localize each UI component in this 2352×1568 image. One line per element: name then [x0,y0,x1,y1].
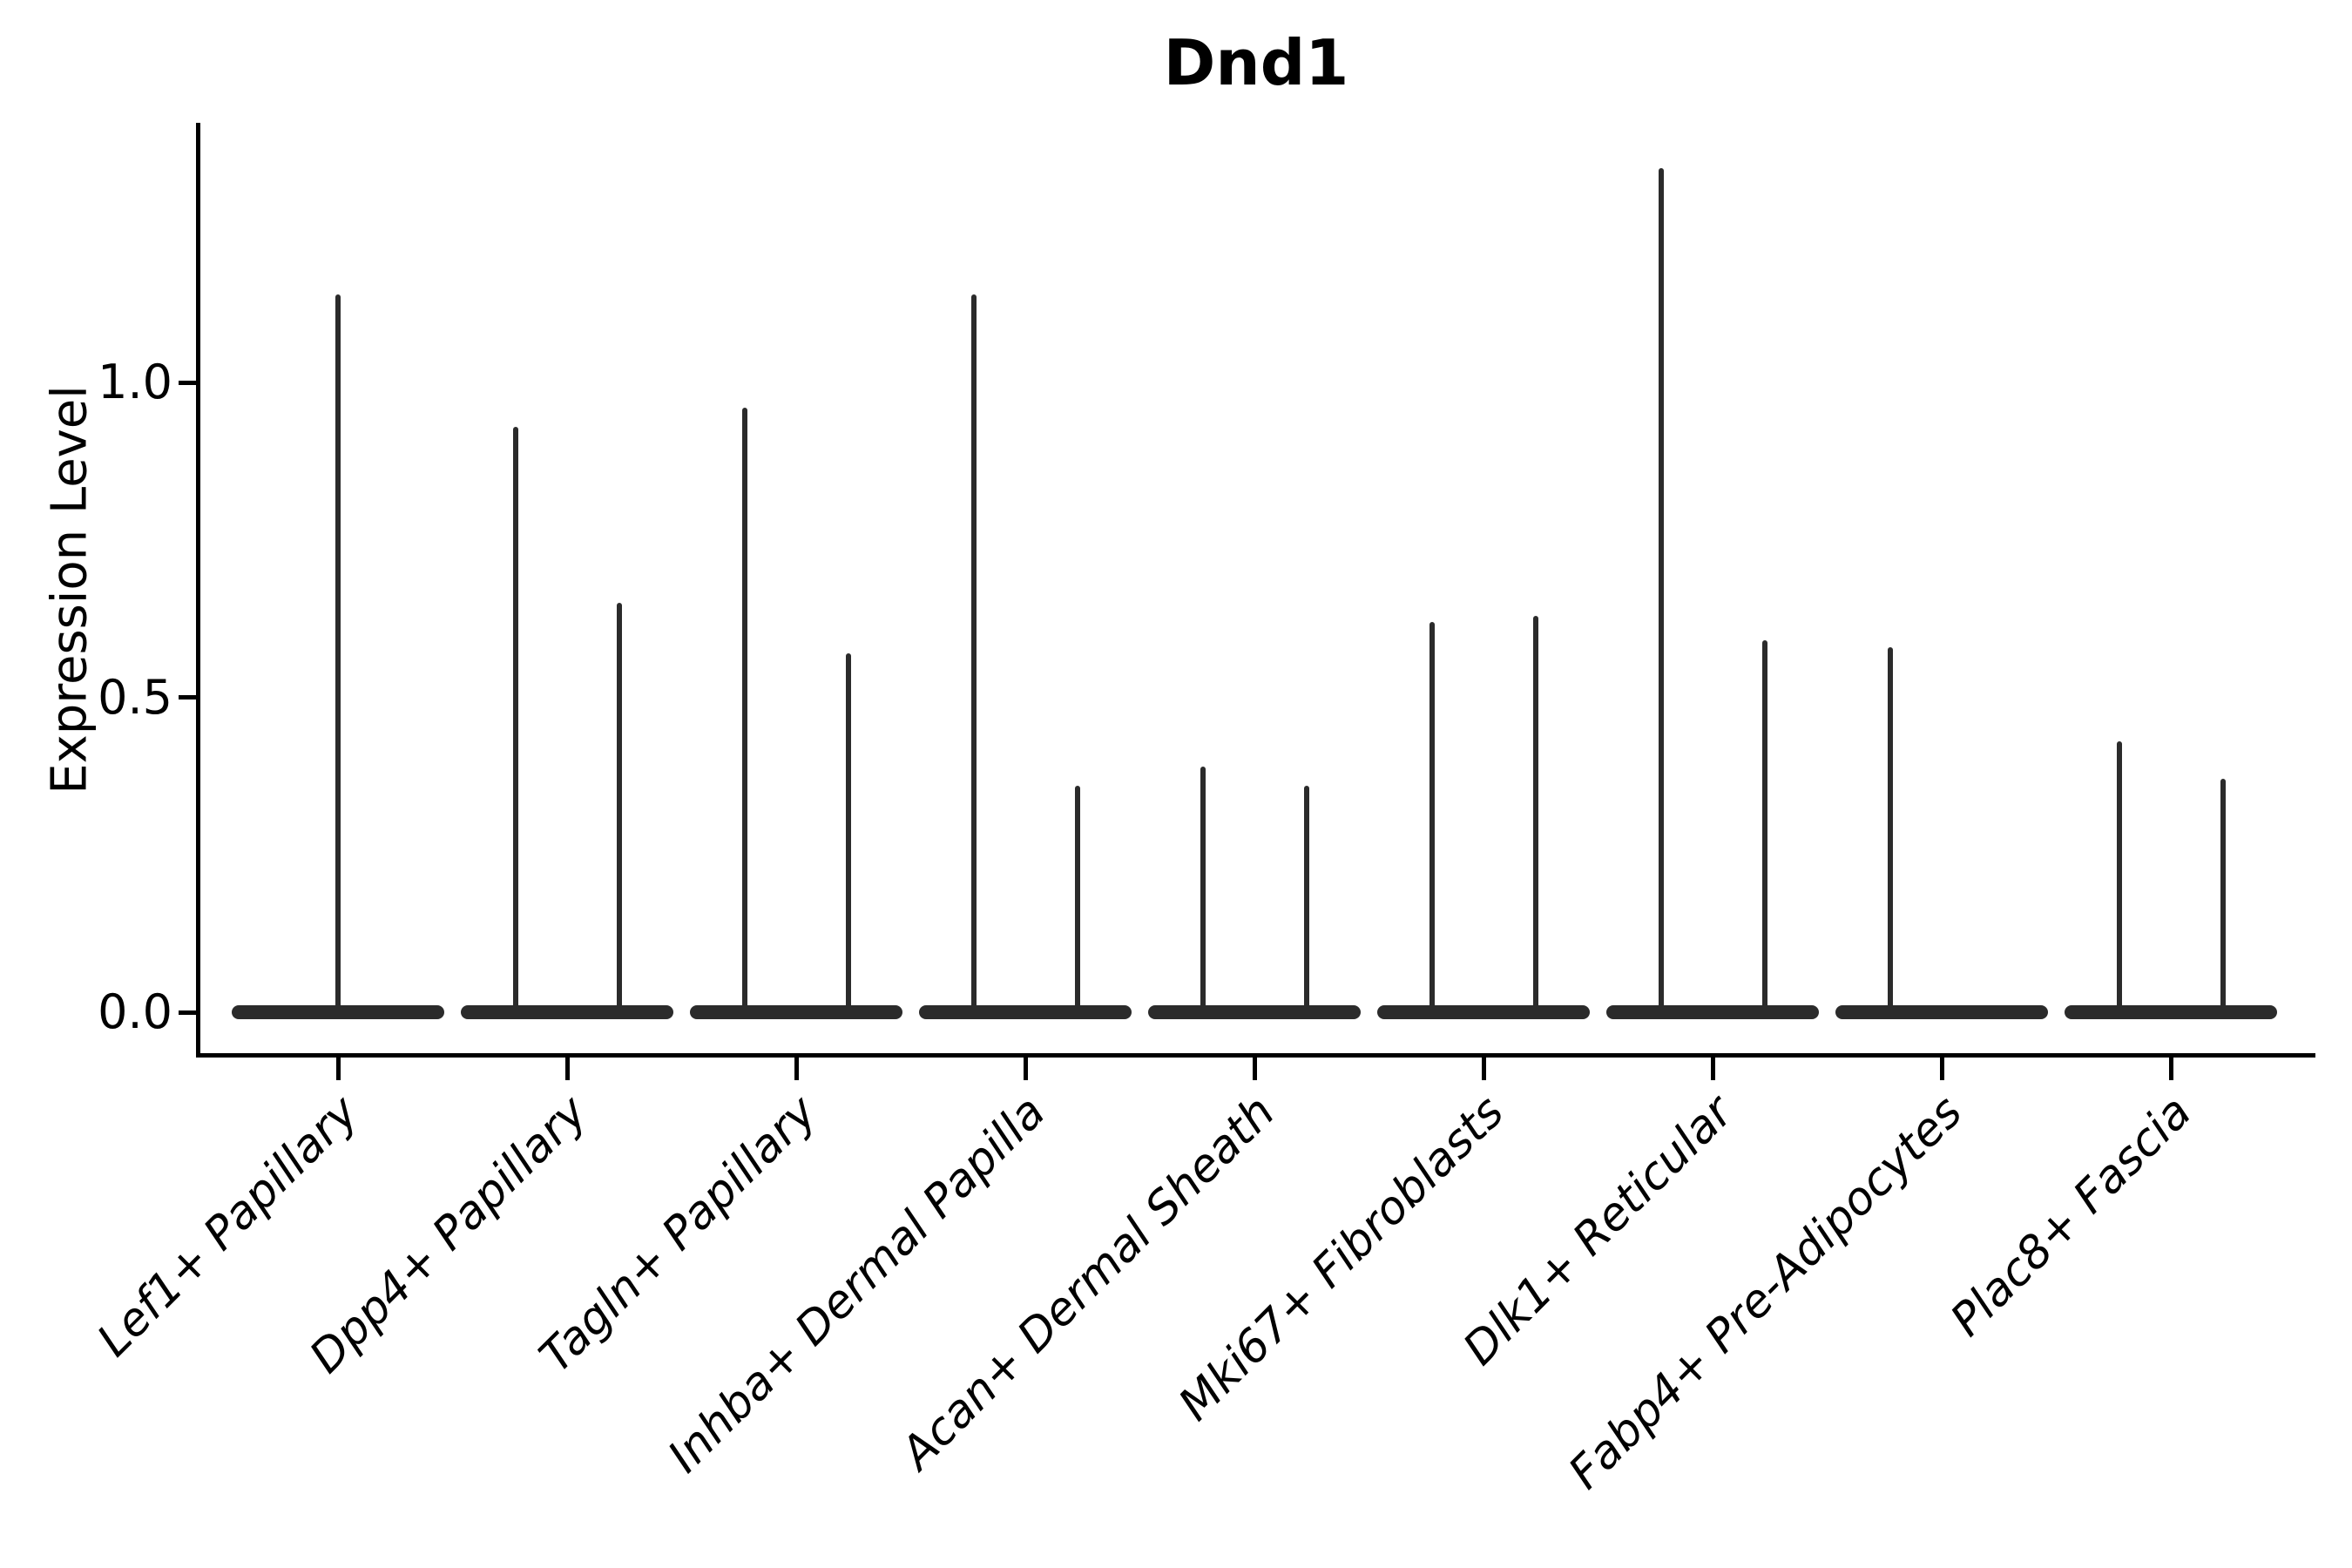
violin-spike-right [1532,615,1538,1012]
violin-spike-left [512,426,518,1012]
violin-spike-left [1658,168,1664,1012]
violin-base [1377,1005,1590,1019]
y-axis-label: Expression Level [41,385,98,794]
violin-base [690,1005,902,1019]
violin-spike-right [845,652,851,1012]
x-tick-mark [794,1058,799,1080]
violin-spike-right [1074,785,1080,1012]
violin-base [2065,1005,2277,1019]
violin-spike-left [741,407,747,1012]
x-axis-spine [196,1053,2315,1058]
x-tick-mark [1023,1058,1028,1080]
y-tick-label: 0.0 [98,984,172,1039]
x-tick-label: Inhba+ Dermal Papilla [659,1085,1057,1484]
x-tick-mark [2168,1058,2173,1080]
violin-spike-right [1303,785,1309,1012]
x-tick-mark [335,1058,341,1080]
x-tick-mark [1252,1058,1257,1080]
violin-base [919,1005,1132,1019]
y-axis-spine [196,123,200,1058]
y-tick-label: 0.5 [98,669,172,725]
x-tick-mark [1939,1058,1944,1080]
violin-spike-left [1887,646,1893,1012]
violin-base [1606,1005,1819,1019]
y-tick-mark [179,1010,196,1015]
x-tick-mark [1710,1058,1715,1080]
violin-spike-center [335,294,341,1012]
y-tick-label: 1.0 [98,355,172,409]
y-tick-mark [179,380,196,385]
x-tick-label: Fabp4+ Pre-Adipocytes [1558,1085,1973,1500]
violin-spike-right [616,603,622,1012]
violin-base [232,1005,444,1019]
violin-spike-right [2220,779,2226,1012]
violin-spike-left [970,294,977,1012]
x-tick-label: Acan+ Dermal Sheath [891,1085,1286,1480]
violin-spike-right [1761,640,1767,1012]
violin-spike-left [2116,741,2122,1012]
violin-base [1835,1005,2048,1019]
x-tick-mark [564,1058,570,1080]
violin-spike-left [1200,767,1206,1012]
x-tick-mark [1481,1058,1486,1080]
violin-base [461,1005,673,1019]
y-tick-mark [179,695,196,700]
plot-title: Dnd1 [1163,26,1349,99]
violin-base [1148,1005,1361,1019]
x-tick-label: Plac8+ Fascia [1940,1085,2202,1347]
violin-spike-left [1429,621,1435,1012]
